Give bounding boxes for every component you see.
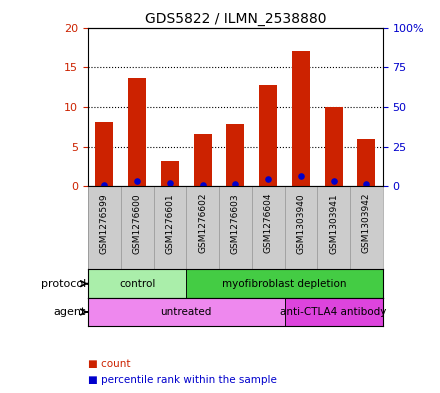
Bar: [357, 139, 375, 186]
Bar: [88, 270, 186, 298]
Point: [363, 181, 370, 187]
Text: GSM1276601: GSM1276601: [165, 193, 174, 253]
Point: [101, 182, 108, 188]
Point: [134, 178, 141, 185]
Text: protocol: protocol: [41, 279, 86, 288]
Point: [330, 178, 337, 184]
Bar: [292, 51, 310, 186]
Point: [232, 181, 239, 187]
Bar: [88, 298, 285, 326]
Bar: [259, 84, 277, 186]
Bar: [95, 122, 114, 186]
Point: [166, 180, 173, 187]
Point: [264, 176, 271, 182]
Text: control: control: [119, 279, 155, 288]
Text: GSM1276600: GSM1276600: [132, 193, 142, 253]
Bar: [121, 186, 154, 270]
Text: myofibroblast depletion: myofibroblast depletion: [222, 279, 347, 288]
Bar: [154, 186, 186, 270]
Text: GSM1303941: GSM1303941: [329, 193, 338, 253]
Bar: [227, 124, 244, 186]
Bar: [161, 161, 179, 186]
Bar: [186, 270, 383, 298]
Bar: [128, 77, 146, 186]
Text: GSM1276602: GSM1276602: [198, 193, 207, 253]
Bar: [285, 298, 383, 326]
Bar: [186, 186, 219, 270]
Point: [297, 173, 304, 179]
Text: ■ count: ■ count: [88, 360, 131, 369]
Text: anti-CTLA4 antibody: anti-CTLA4 antibody: [280, 307, 387, 317]
Text: GSM1303942: GSM1303942: [362, 193, 371, 253]
Bar: [219, 186, 252, 270]
Text: ■ percentile rank within the sample: ■ percentile rank within the sample: [88, 375, 277, 385]
Text: untreated: untreated: [161, 307, 212, 317]
Text: agent: agent: [54, 307, 86, 317]
Bar: [285, 186, 317, 270]
Bar: [325, 107, 343, 186]
Bar: [252, 186, 285, 270]
Point: [199, 182, 206, 188]
Text: GSM1276599: GSM1276599: [100, 193, 109, 253]
Text: GSM1276604: GSM1276604: [264, 193, 273, 253]
Bar: [317, 186, 350, 270]
Bar: [194, 134, 212, 186]
Bar: [88, 186, 121, 270]
Title: GDS5822 / ILMN_2538880: GDS5822 / ILMN_2538880: [145, 13, 326, 26]
Bar: [350, 186, 383, 270]
Text: GSM1303940: GSM1303940: [297, 193, 305, 253]
Text: GSM1276603: GSM1276603: [231, 193, 240, 253]
